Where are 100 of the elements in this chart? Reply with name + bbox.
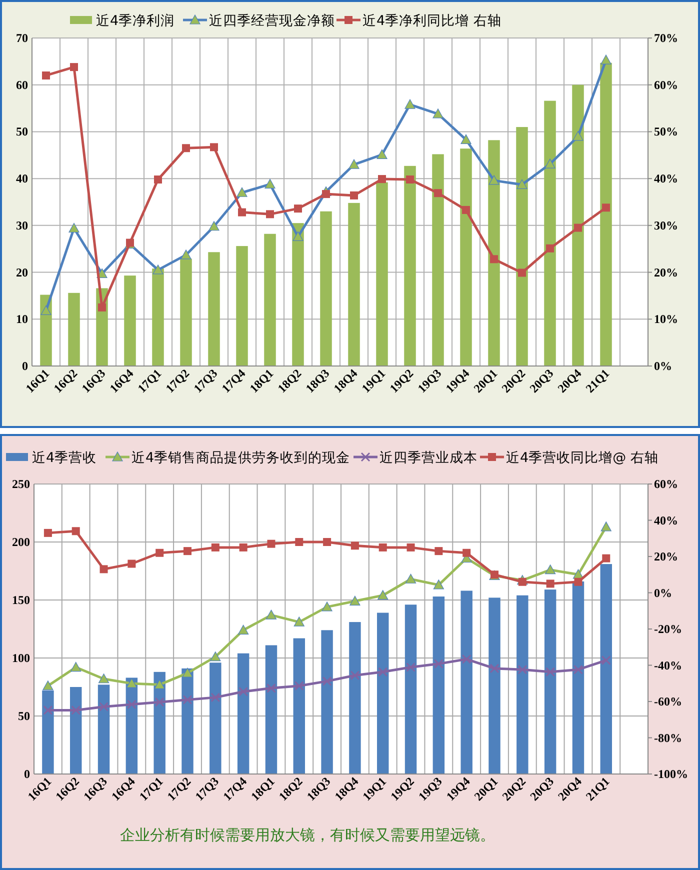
- point: [406, 176, 414, 184]
- point: [154, 176, 162, 184]
- point: [99, 702, 109, 712]
- point: [405, 574, 416, 584]
- y2-tick-label: 0%: [654, 586, 672, 600]
- bar: [544, 100, 556, 366]
- bar: [265, 645, 278, 774]
- point: [488, 175, 500, 185]
- y-tick-label: 40: [16, 172, 28, 186]
- point: [182, 695, 192, 705]
- bar: [264, 234, 276, 366]
- bar: [70, 687, 82, 774]
- point: [126, 700, 136, 710]
- point: [406, 543, 415, 552]
- point: [98, 674, 110, 684]
- bar: [572, 84, 584, 366]
- point: [210, 143, 218, 152]
- point: [350, 191, 358, 200]
- point: [574, 224, 582, 232]
- y2-tick-label: 20%: [654, 265, 678, 280]
- y-tick-label: 20: [16, 265, 28, 280]
- y2-tick-label: 40%: [654, 513, 678, 528]
- point: [128, 560, 136, 568]
- bar: [68, 292, 80, 366]
- point: [152, 264, 164, 274]
- bar: [460, 590, 472, 774]
- y2-tick-label: 0%: [654, 359, 672, 373]
- y-tick-label: 30: [16, 218, 28, 232]
- legend-label: 近4季销售商品提供劳务收到的现金: [132, 450, 350, 466]
- point: [546, 580, 554, 588]
- point: [545, 564, 556, 574]
- point: [294, 681, 304, 691]
- y2-tick-label: 10%: [654, 312, 678, 326]
- y-tick-label: 50: [18, 709, 30, 723]
- point: [42, 680, 54, 690]
- point: [378, 175, 386, 184]
- point: [71, 705, 81, 715]
- y2-tick-label: 30%: [654, 218, 678, 232]
- bar: [488, 598, 500, 774]
- point: [378, 667, 388, 677]
- point: [184, 547, 192, 556]
- y2-tick-label: 60%: [654, 477, 678, 491]
- point: [376, 149, 388, 159]
- point: [43, 705, 53, 715]
- legend-label: 近4季营收同比增@ 右轴: [506, 450, 658, 466]
- y-tick-label: 0: [24, 767, 30, 781]
- point: [434, 659, 444, 669]
- point: [182, 144, 190, 152]
- point: [238, 686, 248, 696]
- bar: [236, 246, 248, 366]
- bar: [208, 252, 220, 366]
- point: [70, 63, 78, 72]
- bar: [320, 211, 332, 366]
- point: [378, 543, 387, 552]
- point: [182, 668, 193, 678]
- point: [350, 670, 360, 680]
- bar: [516, 595, 528, 774]
- point: [572, 131, 584, 141]
- point: [70, 662, 82, 672]
- point: [546, 244, 554, 252]
- point: [544, 158, 556, 168]
- point: [434, 547, 443, 556]
- y-tick-label: 60: [16, 78, 28, 92]
- point: [322, 676, 332, 686]
- point: [180, 250, 192, 260]
- bar: [182, 668, 194, 774]
- y-tick-label: 0: [22, 359, 28, 373]
- point: [602, 204, 610, 212]
- y-tick-label: 100: [12, 651, 30, 665]
- bar: [292, 223, 304, 366]
- point: [516, 179, 528, 189]
- point: [462, 654, 472, 664]
- point: [42, 71, 50, 80]
- point: [154, 679, 165, 689]
- y2-tick-label: -100%: [654, 767, 688, 781]
- y2-tick-label: 20%: [654, 550, 678, 564]
- point: [348, 159, 360, 169]
- point: [432, 108, 444, 118]
- y-tick-label: 10: [16, 312, 28, 326]
- legend-label: 近四季营业成本: [380, 450, 478, 466]
- point: [72, 527, 80, 536]
- bar: [376, 182, 388, 366]
- y-tick-label: 250: [12, 477, 30, 491]
- point: [267, 540, 276, 548]
- point: [210, 692, 220, 702]
- bar: [377, 612, 389, 774]
- point: [156, 548, 164, 557]
- bar: [544, 590, 556, 774]
- point: [210, 652, 221, 662]
- point: [574, 578, 582, 586]
- point: [238, 208, 246, 216]
- point: [322, 190, 330, 198]
- point: [295, 538, 304, 546]
- point: [100, 565, 108, 574]
- point: [602, 554, 610, 562]
- point: [406, 662, 416, 672]
- y-tick-label: 70: [16, 31, 28, 45]
- point: [600, 54, 612, 64]
- point: [40, 305, 52, 316]
- point: [266, 210, 274, 218]
